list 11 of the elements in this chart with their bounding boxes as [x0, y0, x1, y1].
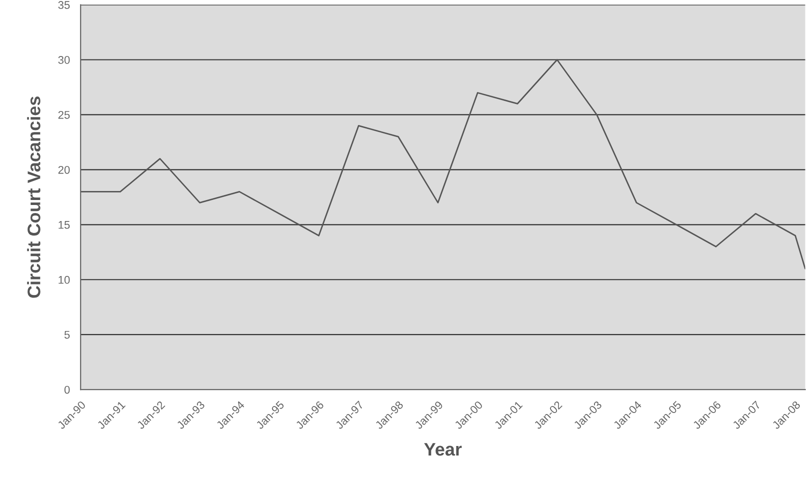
y-tick-label: 15	[58, 221, 70, 229]
y-tick-label: 35	[58, 1, 70, 9]
y-tick-label: 10	[58, 276, 70, 284]
y-tick-label: 0	[64, 386, 70, 394]
y-tick-label: 5	[64, 330, 70, 339]
x-axis-title: Year	[424, 443, 462, 456]
y-tick-label: 25	[58, 110, 70, 119]
line-series	[80, 59, 806, 270]
y-tick-label: 20	[58, 166, 70, 174]
y-tick-label: 30	[58, 56, 70, 64]
y-axis-title: Circuit Court Vacancies	[27, 96, 40, 298]
